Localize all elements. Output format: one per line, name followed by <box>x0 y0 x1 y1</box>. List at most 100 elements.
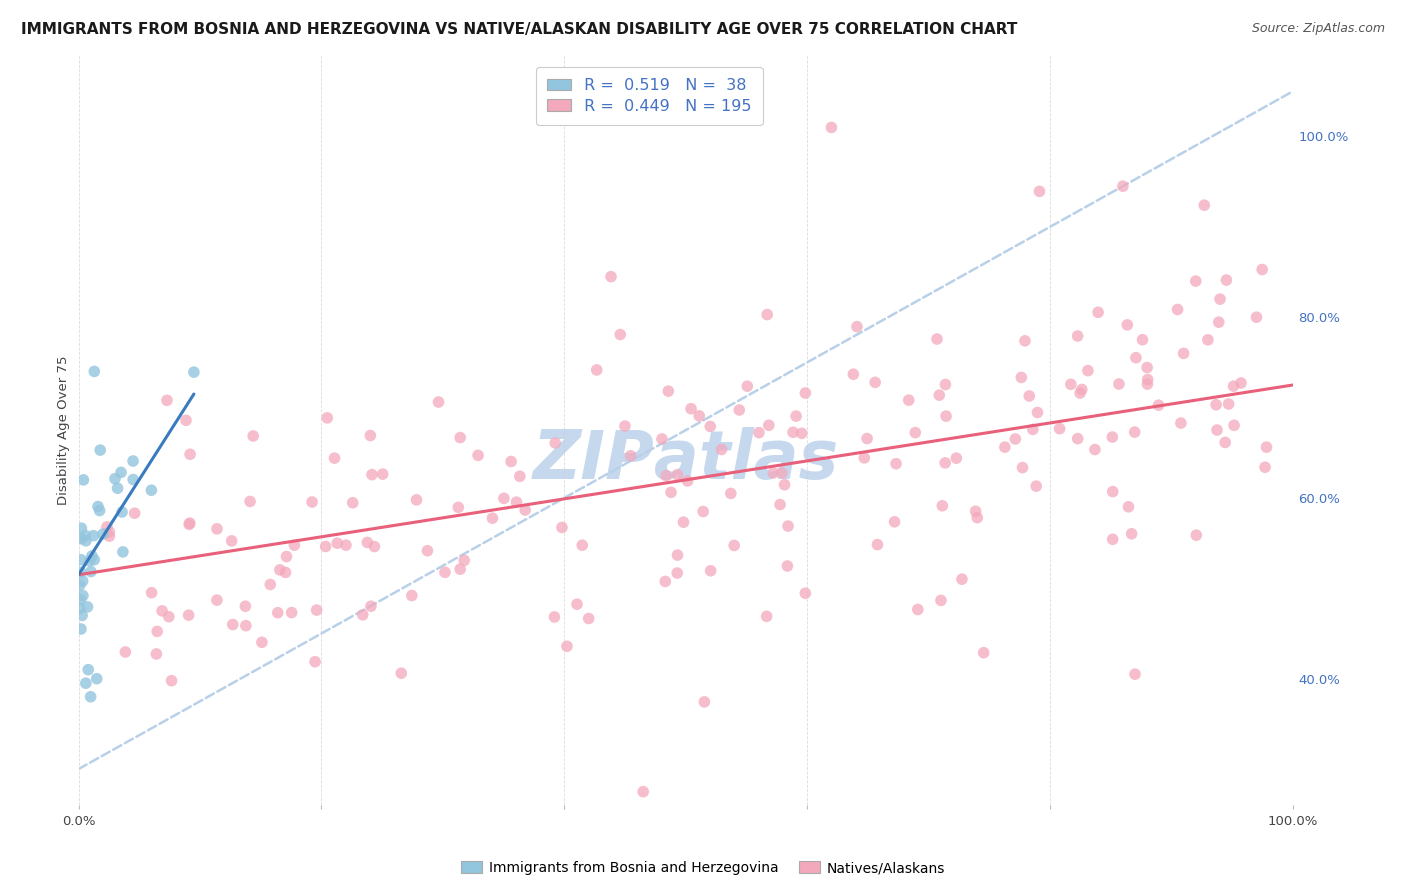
Text: Source: ZipAtlas.com: Source: ZipAtlas.com <box>1251 22 1385 36</box>
Point <box>928 388 950 402</box>
Point <box>70 608 93 623</box>
Point <box>122 454 145 468</box>
Point <box>267 606 290 620</box>
Point <box>221 533 243 548</box>
Text: ZIP​atlas: ZIP​atlas <box>533 427 839 493</box>
Point <box>676 474 699 488</box>
Point <box>555 640 578 654</box>
Point <box>276 549 298 564</box>
Point <box>794 386 817 401</box>
Point <box>1066 329 1088 343</box>
Point <box>70 622 93 636</box>
Point <box>222 617 245 632</box>
Point <box>1060 377 1083 392</box>
Point <box>326 536 349 550</box>
Point <box>1112 179 1135 194</box>
Point <box>842 368 865 382</box>
Point <box>1230 376 1253 390</box>
Point <box>1132 333 1154 347</box>
Point <box>655 468 678 483</box>
Point <box>79 554 101 568</box>
Point <box>773 477 796 491</box>
Point <box>1025 479 1047 493</box>
Point <box>179 516 201 530</box>
Point <box>509 469 531 483</box>
Point <box>107 481 129 495</box>
Point <box>994 440 1017 454</box>
Point <box>613 419 636 434</box>
Point <box>69 578 91 592</box>
Point <box>692 504 714 518</box>
Point <box>501 454 523 468</box>
Point <box>654 574 676 589</box>
Point <box>98 525 121 540</box>
Point <box>371 467 394 482</box>
Point <box>1218 397 1240 411</box>
Point <box>515 503 537 517</box>
Point <box>156 393 179 408</box>
Point <box>449 562 471 576</box>
Point <box>361 467 384 482</box>
Point <box>304 655 326 669</box>
Point <box>205 593 228 607</box>
Point <box>973 646 995 660</box>
Point <box>883 515 905 529</box>
Point <box>122 473 145 487</box>
Point <box>69 566 91 580</box>
Point <box>449 431 471 445</box>
Point <box>853 450 876 465</box>
Point <box>239 494 262 508</box>
Point <box>929 593 952 607</box>
Point <box>1028 185 1050 199</box>
Point <box>280 606 302 620</box>
Point <box>966 510 988 524</box>
Point <box>274 566 297 580</box>
Point <box>1206 423 1229 437</box>
Point <box>315 540 337 554</box>
Point <box>323 451 346 466</box>
Point <box>86 672 108 686</box>
Point <box>755 609 778 624</box>
Point <box>305 603 328 617</box>
Point <box>1066 432 1088 446</box>
Point <box>72 473 94 487</box>
Point <box>91 527 114 541</box>
Point <box>666 467 689 482</box>
Point <box>965 504 987 518</box>
Point <box>1209 292 1232 306</box>
Point <box>1205 398 1227 412</box>
Point <box>104 472 127 486</box>
Point <box>934 377 956 392</box>
Point <box>235 618 257 632</box>
Point <box>235 599 257 614</box>
Point <box>1123 425 1146 439</box>
Point <box>1223 418 1246 433</box>
Point <box>794 586 817 600</box>
Point <box>453 553 475 567</box>
Point <box>1136 377 1159 392</box>
Point <box>720 486 742 500</box>
Point <box>433 566 456 580</box>
Point <box>1254 460 1277 475</box>
Point <box>934 456 956 470</box>
Point <box>505 495 527 509</box>
Point <box>543 610 565 624</box>
Point <box>1084 442 1107 457</box>
Point <box>1208 315 1230 329</box>
Point <box>356 535 378 549</box>
Point <box>69 601 91 615</box>
Point <box>114 645 136 659</box>
Point <box>363 540 385 554</box>
Point <box>790 426 813 441</box>
Point <box>141 483 163 498</box>
Point <box>672 515 695 529</box>
Point <box>70 521 93 535</box>
Point <box>631 785 654 799</box>
Point <box>183 365 205 379</box>
Point <box>679 401 702 416</box>
Legend: Immigrants from Bosnia and Herzegovina, Natives/Alaskans: Immigrants from Bosnia and Herzegovina, … <box>456 855 950 880</box>
Point <box>1136 373 1159 387</box>
Point <box>551 520 574 534</box>
Point <box>866 538 889 552</box>
Point <box>405 492 427 507</box>
